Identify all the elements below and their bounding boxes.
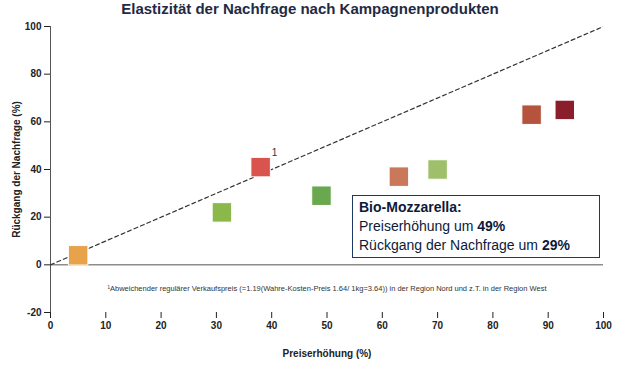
svg-text:100: 100	[25, 21, 42, 32]
svg-text:0: 0	[36, 259, 42, 270]
svg-text:80: 80	[487, 320, 499, 331]
svg-text:10: 10	[100, 320, 112, 331]
svg-text:40: 40	[30, 164, 42, 175]
html-text:Bio-Mozzarella:: Bio-Mozzarella:	[359, 199, 462, 215]
svg-text:60: 60	[30, 116, 42, 127]
html-text:Preiserhöhung um 49%: Preiserhöhung um 49%	[359, 218, 506, 234]
svg-text:80: 80	[30, 68, 42, 79]
svg-text:50: 50	[321, 320, 333, 331]
svg-text:30: 30	[211, 320, 223, 331]
svg-text:40: 40	[266, 320, 278, 331]
svg-text:90: 90	[543, 320, 555, 331]
svg-text:0: 0	[48, 320, 54, 331]
html-text:Rückgang der Nachfrage um 29%: Rückgang der Nachfrage um 29%	[359, 237, 570, 253]
svg-text:-20: -20	[27, 307, 42, 318]
svg-text:Rückgang der Nachfrage (%): Rückgang der Nachfrage (%)	[11, 101, 22, 238]
svg-text:Preiserhöhung (%): Preiserhöhung (%)	[283, 348, 372, 359]
svg-text:100: 100	[595, 320, 612, 331]
html-text:Elastizität der Nachfrage nach: Elastizität der Nachfrage nach Kampagnen…	[121, 0, 499, 17]
svg-text:60: 60	[377, 320, 389, 331]
svg-text:20: 20	[30, 211, 42, 222]
svg-text:¹Abweichender regulärer Verkau: ¹Abweichender regulärer Verkaufspreis (=…	[108, 284, 548, 293]
svg-text:70: 70	[432, 320, 444, 331]
svg-text:1: 1	[272, 147, 278, 158]
svg-text:20: 20	[156, 320, 168, 331]
